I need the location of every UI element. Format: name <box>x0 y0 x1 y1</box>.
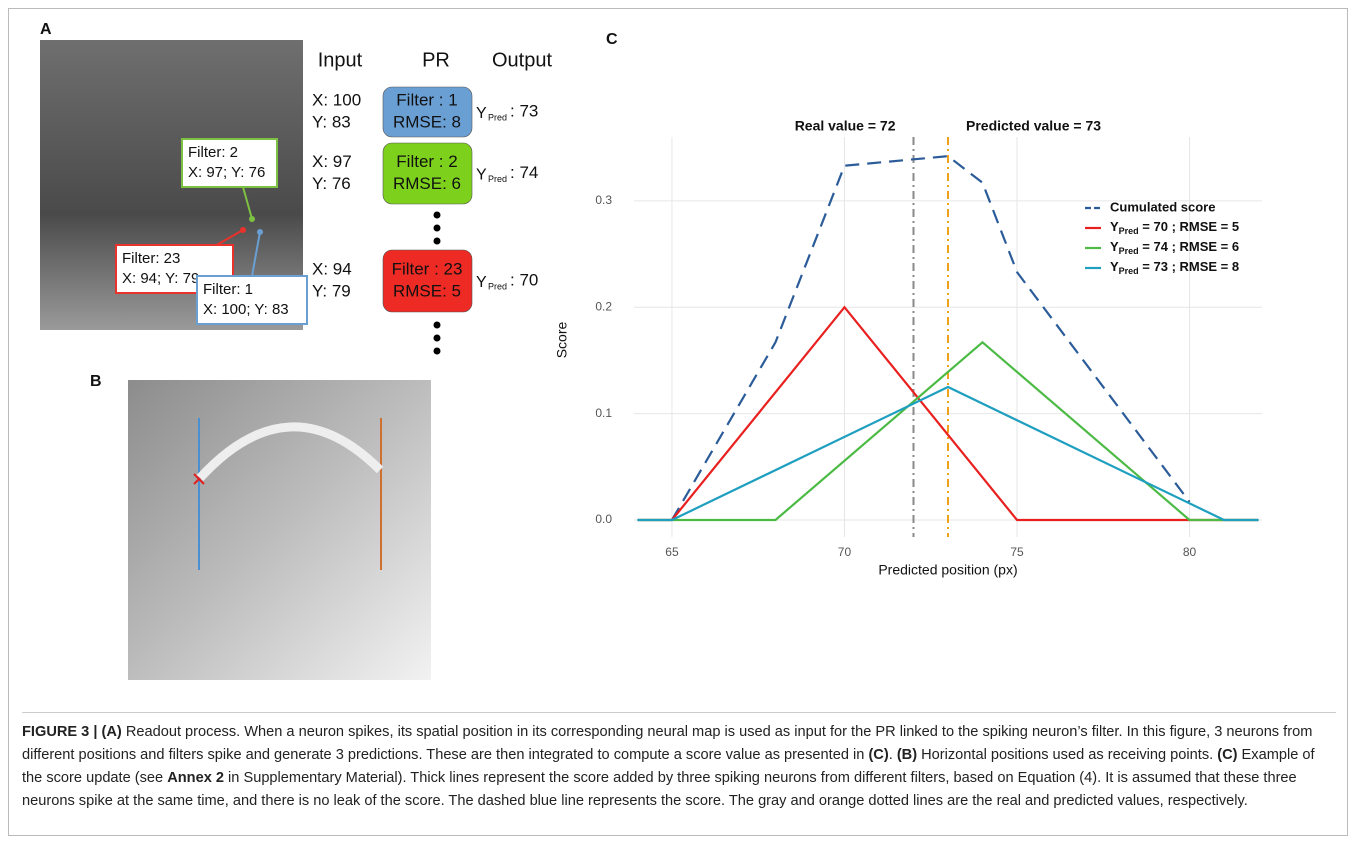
x-tick-label: 65 <box>665 545 679 559</box>
legend-label: Cumulated score <box>1110 199 1215 214</box>
caption-text: (A) <box>101 724 122 740</box>
pr-box <box>382 86 473 138</box>
legend-label: YPred = 70 ; RMSE = 5 <box>1110 219 1239 236</box>
panel-label: A <box>40 21 52 38</box>
input-value: X: 94 <box>312 259 352 278</box>
callout-pointer <box>251 231 261 277</box>
output-value: : 73 <box>510 101 538 120</box>
caption-text: Example of the score update (see <box>22 747 1315 786</box>
panel-label: B <box>90 373 102 390</box>
ellipsis-dot <box>433 334 441 342</box>
x-tick-label: 80 <box>1183 545 1197 559</box>
series-line <box>637 340 1259 522</box>
pr-text: Filter : 23 <box>392 259 463 278</box>
x-tick-label: 70 <box>838 545 852 559</box>
callout-text: Filter: 23 <box>122 250 180 267</box>
x-axis-label: Predicted position (px) <box>878 562 1017 578</box>
caption-text: (B) <box>896 747 918 763</box>
trajectory <box>196 422 384 482</box>
series-line <box>637 385 1259 522</box>
ellipsis-dot <box>433 211 441 219</box>
pr-text: RMSE: 8 <box>393 112 461 131</box>
callout-text: X: 94; Y: 79 <box>122 270 199 287</box>
column-header: Input <box>318 49 363 71</box>
y-tick-label: 0.3 <box>595 193 612 207</box>
column-header: Output <box>492 49 552 71</box>
y-tick-label: 0.1 <box>595 406 612 420</box>
ellipsis-dot <box>433 237 441 245</box>
series-line <box>671 155 1191 521</box>
figure: A Input PR Output Filter: 2 X: 97; Y: 76 Filte… <box>40 21 1262 680</box>
reference-label: Real value = 72 <box>795 118 896 134</box>
output-symbol: Y <box>476 167 487 184</box>
callout-point <box>240 227 246 233</box>
callout-box <box>196 275 308 325</box>
input-value: Y: 76 <box>312 174 351 193</box>
output-symbol: Y <box>476 105 487 122</box>
y-tick-label: 0.2 <box>595 299 612 313</box>
input-value: X: 100 <box>312 90 361 109</box>
pr-text: Filter : 1 <box>396 90 457 109</box>
callout-box <box>181 138 278 188</box>
column-header: PR <box>422 49 450 71</box>
pr-text: RMSE: 5 <box>393 281 461 300</box>
caption-text: FIGURE 3 | <box>22 724 102 740</box>
caption-text: Readout process. When a neuron spikes, i… <box>22 724 1313 763</box>
y-tick-label: 0.0 <box>595 512 612 526</box>
output-subscript: Pred <box>488 281 507 291</box>
caption-text: . <box>888 747 897 763</box>
input-value: X: 97 <box>312 152 352 171</box>
pr-text: Filter : 2 <box>396 152 457 171</box>
panel-label: C <box>606 31 618 48</box>
legend-label: YPred = 73 ; RMSE = 8 <box>1110 259 1239 276</box>
caption-text: Horizontal positions used as receiving p… <box>917 747 1218 763</box>
callout-text: Filter: 2 <box>188 144 238 161</box>
y-axis-label: Score <box>554 322 570 359</box>
output-value: : 70 <box>510 270 538 289</box>
output-subscript: Pred <box>488 112 507 122</box>
output-value: : 74 <box>510 163 538 182</box>
ellipsis-dot <box>433 321 441 329</box>
input-value: Y: 83 <box>312 112 351 131</box>
pr-box <box>382 249 473 313</box>
callout-text: X: 100; Y: 83 <box>203 301 289 318</box>
caption: FIGURE 3 | (A) Readout process. When a n… <box>22 712 1336 813</box>
caption-text: (C) <box>1217 747 1238 763</box>
ellipsis-dot <box>433 347 441 355</box>
pr-box <box>382 142 473 205</box>
ellipsis-dot <box>433 224 441 232</box>
callout-point <box>257 229 263 235</box>
caption-text: in Supplementary Material). Thick lines … <box>22 770 1297 809</box>
output-subscript: Pred <box>488 174 507 184</box>
legend-label: YPred = 74 ; RMSE = 6 <box>1110 239 1239 256</box>
x-tick-label: 75 <box>1010 545 1024 559</box>
output-symbol: Y <box>476 274 487 291</box>
input-value: Y: 79 <box>312 281 351 300</box>
reference-label: Predicted value = 73 <box>966 118 1101 134</box>
callout-text: Filter: 1 <box>203 281 253 298</box>
figure-frame <box>8 8 1348 836</box>
callout-point <box>249 216 255 222</box>
caption-text: (C) <box>868 747 889 763</box>
caption-text: Annex 2 <box>167 770 224 786</box>
callout-text: X: 97; Y: 76 <box>188 164 265 181</box>
pr-text: RMSE: 6 <box>393 174 461 193</box>
